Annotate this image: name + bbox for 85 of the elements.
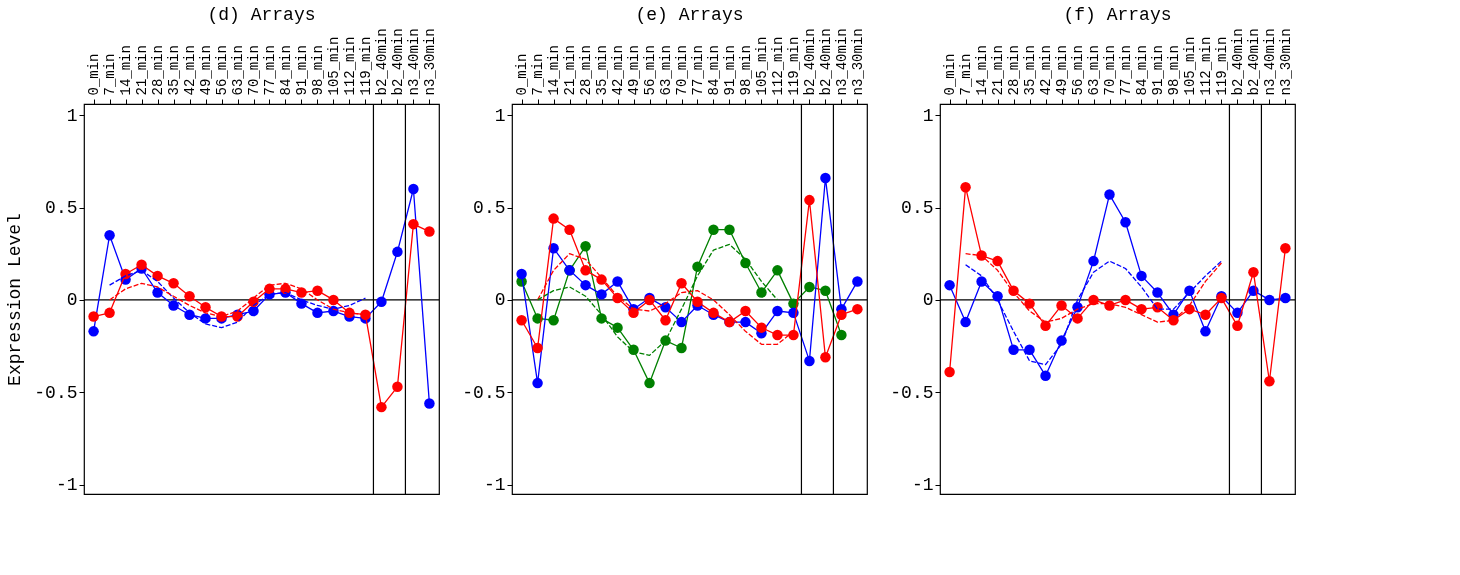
x-tick-label: b2_40min — [389, 28, 406, 96]
x-tick-label: 7_min — [958, 53, 975, 96]
x-tick-label: 42_min — [1038, 45, 1055, 96]
x-tick-label: 84_min — [1133, 45, 1150, 96]
x-tick-label: 70_min — [1102, 45, 1118, 96]
x-tick-label: 7_min — [102, 53, 119, 96]
x-tick-label: n3_40min — [833, 28, 850, 96]
x-tick-label: 63_min — [1086, 45, 1103, 96]
x-tick-label: 0_min — [942, 53, 959, 96]
x-tick-label: 84_min — [277, 45, 294, 96]
y-tick-label: -1 — [483, 475, 506, 496]
chart-title: (e) Arrays — [635, 4, 744, 25]
x-tick-label: 91_min — [1149, 45, 1166, 96]
y-tick-label: -1 — [55, 475, 78, 496]
x-tick-label: 56_min — [1070, 45, 1087, 96]
y-tick-label: -1 — [911, 475, 934, 496]
x-tick-label: 35_min — [594, 45, 611, 96]
x-tick-label: 77_min — [1118, 45, 1134, 96]
x-tick-label: 91_min — [721, 45, 738, 96]
x-tick-label: 112_min — [341, 36, 358, 96]
y-tick-label: 0 — [66, 290, 78, 311]
x-tick-label: 21_min — [990, 45, 1007, 96]
y-tick-label: 0.5 — [473, 198, 506, 219]
y-tick-label: 1 — [494, 105, 506, 126]
y-tick-label: 0.5 — [45, 198, 78, 219]
x-tick-label: 49_min — [198, 45, 215, 96]
y-tick-label: -0.5 — [34, 382, 78, 403]
x-tick-label: 105_min — [1181, 36, 1198, 96]
y-axis-title: Expression Level — [5, 213, 26, 386]
x-tick-label: 28_min — [1006, 45, 1023, 96]
x-tick-label: 84_min — [705, 45, 722, 96]
x-tick-label: 14_min — [974, 45, 991, 96]
x-tick-label: 35_min — [166, 45, 183, 96]
y-tick-label: 0 — [922, 290, 934, 311]
x-tick-label: 77_min — [262, 45, 278, 96]
x-tick-label: 98_min — [737, 45, 754, 96]
y-tick-label: 1 — [922, 105, 934, 126]
chart-title: (f) Arrays — [1063, 4, 1172, 25]
x-tick-label: 42_min — [182, 45, 199, 96]
chart-title: (d) Arrays — [207, 4, 316, 25]
x-tick-label: 119_min — [1213, 36, 1230, 96]
x-tick-label: 105_min — [325, 36, 342, 96]
x-tick-label: b2_40min — [1229, 28, 1246, 96]
x-tick-label: 112_min — [769, 36, 786, 96]
x-tick-label: 91_min — [293, 45, 310, 96]
x-tick-label: b2_40min — [373, 28, 390, 96]
y-tick-label: -0.5 — [462, 382, 506, 403]
x-tick-label: 28_min — [578, 45, 595, 96]
x-tick-label: 14_min — [546, 45, 563, 96]
x-tick-label: 119_min — [785, 36, 802, 96]
x-tick-label: 56_min — [214, 45, 231, 96]
x-tick-label: b2_40min — [801, 28, 818, 96]
x-tick-label: b2_40min — [817, 28, 834, 96]
x-tick-label: 28_min — [150, 45, 167, 96]
x-tick-label: 98_min — [1165, 45, 1182, 96]
x-tick-label: 7_min — [530, 53, 547, 96]
x-tick-label: 35_min — [1022, 45, 1039, 96]
y-tick-label: 0.5 — [901, 198, 934, 219]
y-tick-label: 1 — [66, 105, 78, 126]
x-tick-label: n3_30min — [1277, 28, 1294, 96]
x-tick-label: 0_min — [514, 53, 531, 96]
x-tick-label: 105_min — [753, 36, 770, 96]
x-tick-label: 49_min — [626, 45, 643, 96]
x-tick-label: 63_min — [658, 45, 675, 96]
x-tick-label: 21_min — [134, 45, 151, 96]
x-tick-label: 70_min — [674, 45, 690, 96]
y-tick-label: 0 — [494, 290, 506, 311]
x-tick-label: n3_30min — [421, 28, 438, 96]
x-tick-label: 0_min — [86, 53, 103, 96]
x-tick-label: n3_40min — [405, 28, 422, 96]
x-tick-label: 119_min — [357, 36, 374, 96]
y-tick-label: -0.5 — [890, 382, 934, 403]
x-tick-label: 63_min — [230, 45, 247, 96]
x-tick-label: n3_30min — [849, 28, 866, 96]
x-tick-label: 42_min — [610, 45, 627, 96]
x-tick-label: 112_min — [1197, 36, 1214, 96]
x-tick-label: 98_min — [309, 45, 326, 96]
x-tick-label: 49_min — [1054, 45, 1071, 96]
x-tick-label: 70_min — [246, 45, 262, 96]
x-tick-label: n3_40min — [1261, 28, 1278, 96]
x-tick-label: 21_min — [562, 45, 579, 96]
x-tick-label: 77_min — [690, 45, 706, 96]
x-tick-label: b2_40min — [1245, 28, 1262, 96]
x-tick-label: 14_min — [118, 45, 135, 96]
x-tick-label: 56_min — [642, 45, 659, 96]
